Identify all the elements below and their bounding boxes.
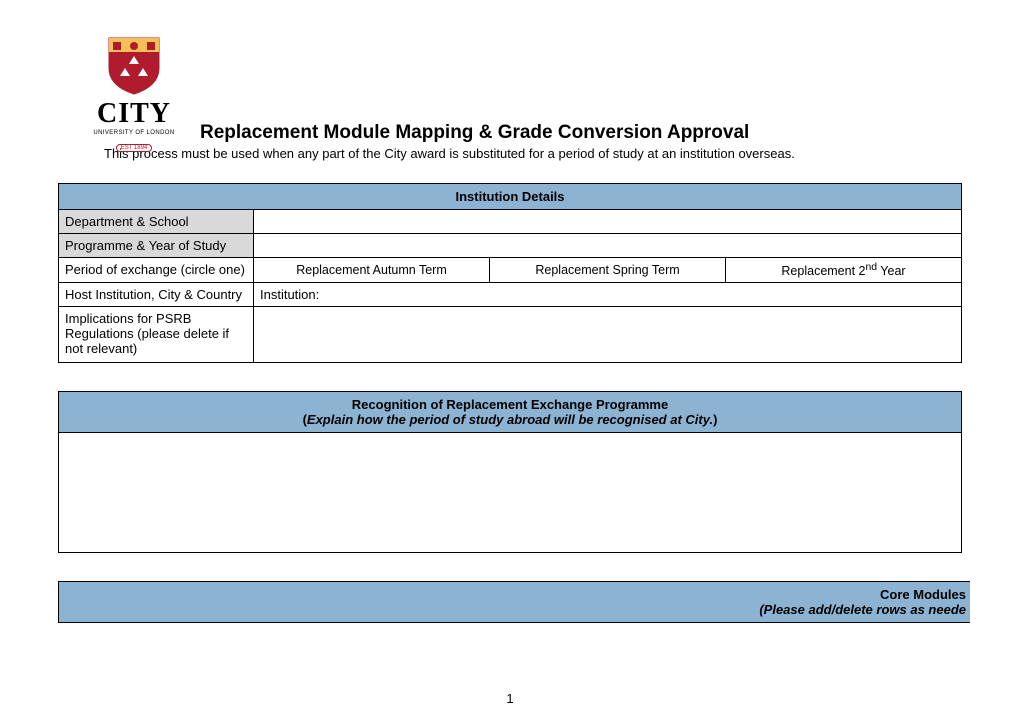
page-number: 1 [0, 691, 1020, 706]
dept-school-label: Department & School [59, 210, 254, 234]
logo-shield-icon [99, 34, 169, 96]
recognition-body[interactable] [59, 433, 962, 553]
dept-school-value[interactable] [254, 210, 962, 234]
recognition-header: Recognition of Replacement Exchange Prog… [59, 392, 962, 433]
programme-year-value[interactable] [254, 234, 962, 258]
period-option-2nd-year[interactable]: Replacement 2nd Year [726, 258, 962, 283]
logo-subline: UNIVERSITY OF LONDON [88, 130, 180, 136]
core-modules-table: Core Modules (Please add/delete rows as … [58, 581, 970, 623]
period-exchange-label: Period of exchange (circle one) [59, 258, 254, 283]
host-institution-value[interactable]: Institution: [254, 283, 962, 307]
institution-details-header: Institution Details [59, 184, 962, 210]
psrb-label: Implications for PSRB Regulations (pleas… [59, 307, 254, 363]
document-header: Replacement Module Mapping & Grade Conve… [200, 122, 970, 161]
recognition-table: Recognition of Replacement Exchange Prog… [58, 391, 962, 553]
core-modules-header: Core Modules (Please add/delete rows as … [59, 582, 971, 623]
host-institution-label: Host Institution, City & Country [59, 283, 254, 307]
psrb-value[interactable] [254, 307, 962, 363]
university-logo: CITY UNIVERSITY OF LONDON EST 1894 [88, 34, 180, 146]
page-subtitle: This process must be used when any part … [104, 146, 970, 161]
institution-details-table: Institution Details Department & School … [58, 183, 962, 363]
programme-year-label: Programme & Year of Study [59, 234, 254, 258]
period-option-spring[interactable]: Replacement Spring Term [490, 258, 726, 283]
logo-wordmark: CITY [88, 98, 180, 130]
page-title: Replacement Module Mapping & Grade Conve… [200, 122, 970, 144]
logo-est-badge: EST 1894 [116, 144, 153, 152]
period-option-autumn[interactable]: Replacement Autumn Term [254, 258, 490, 283]
